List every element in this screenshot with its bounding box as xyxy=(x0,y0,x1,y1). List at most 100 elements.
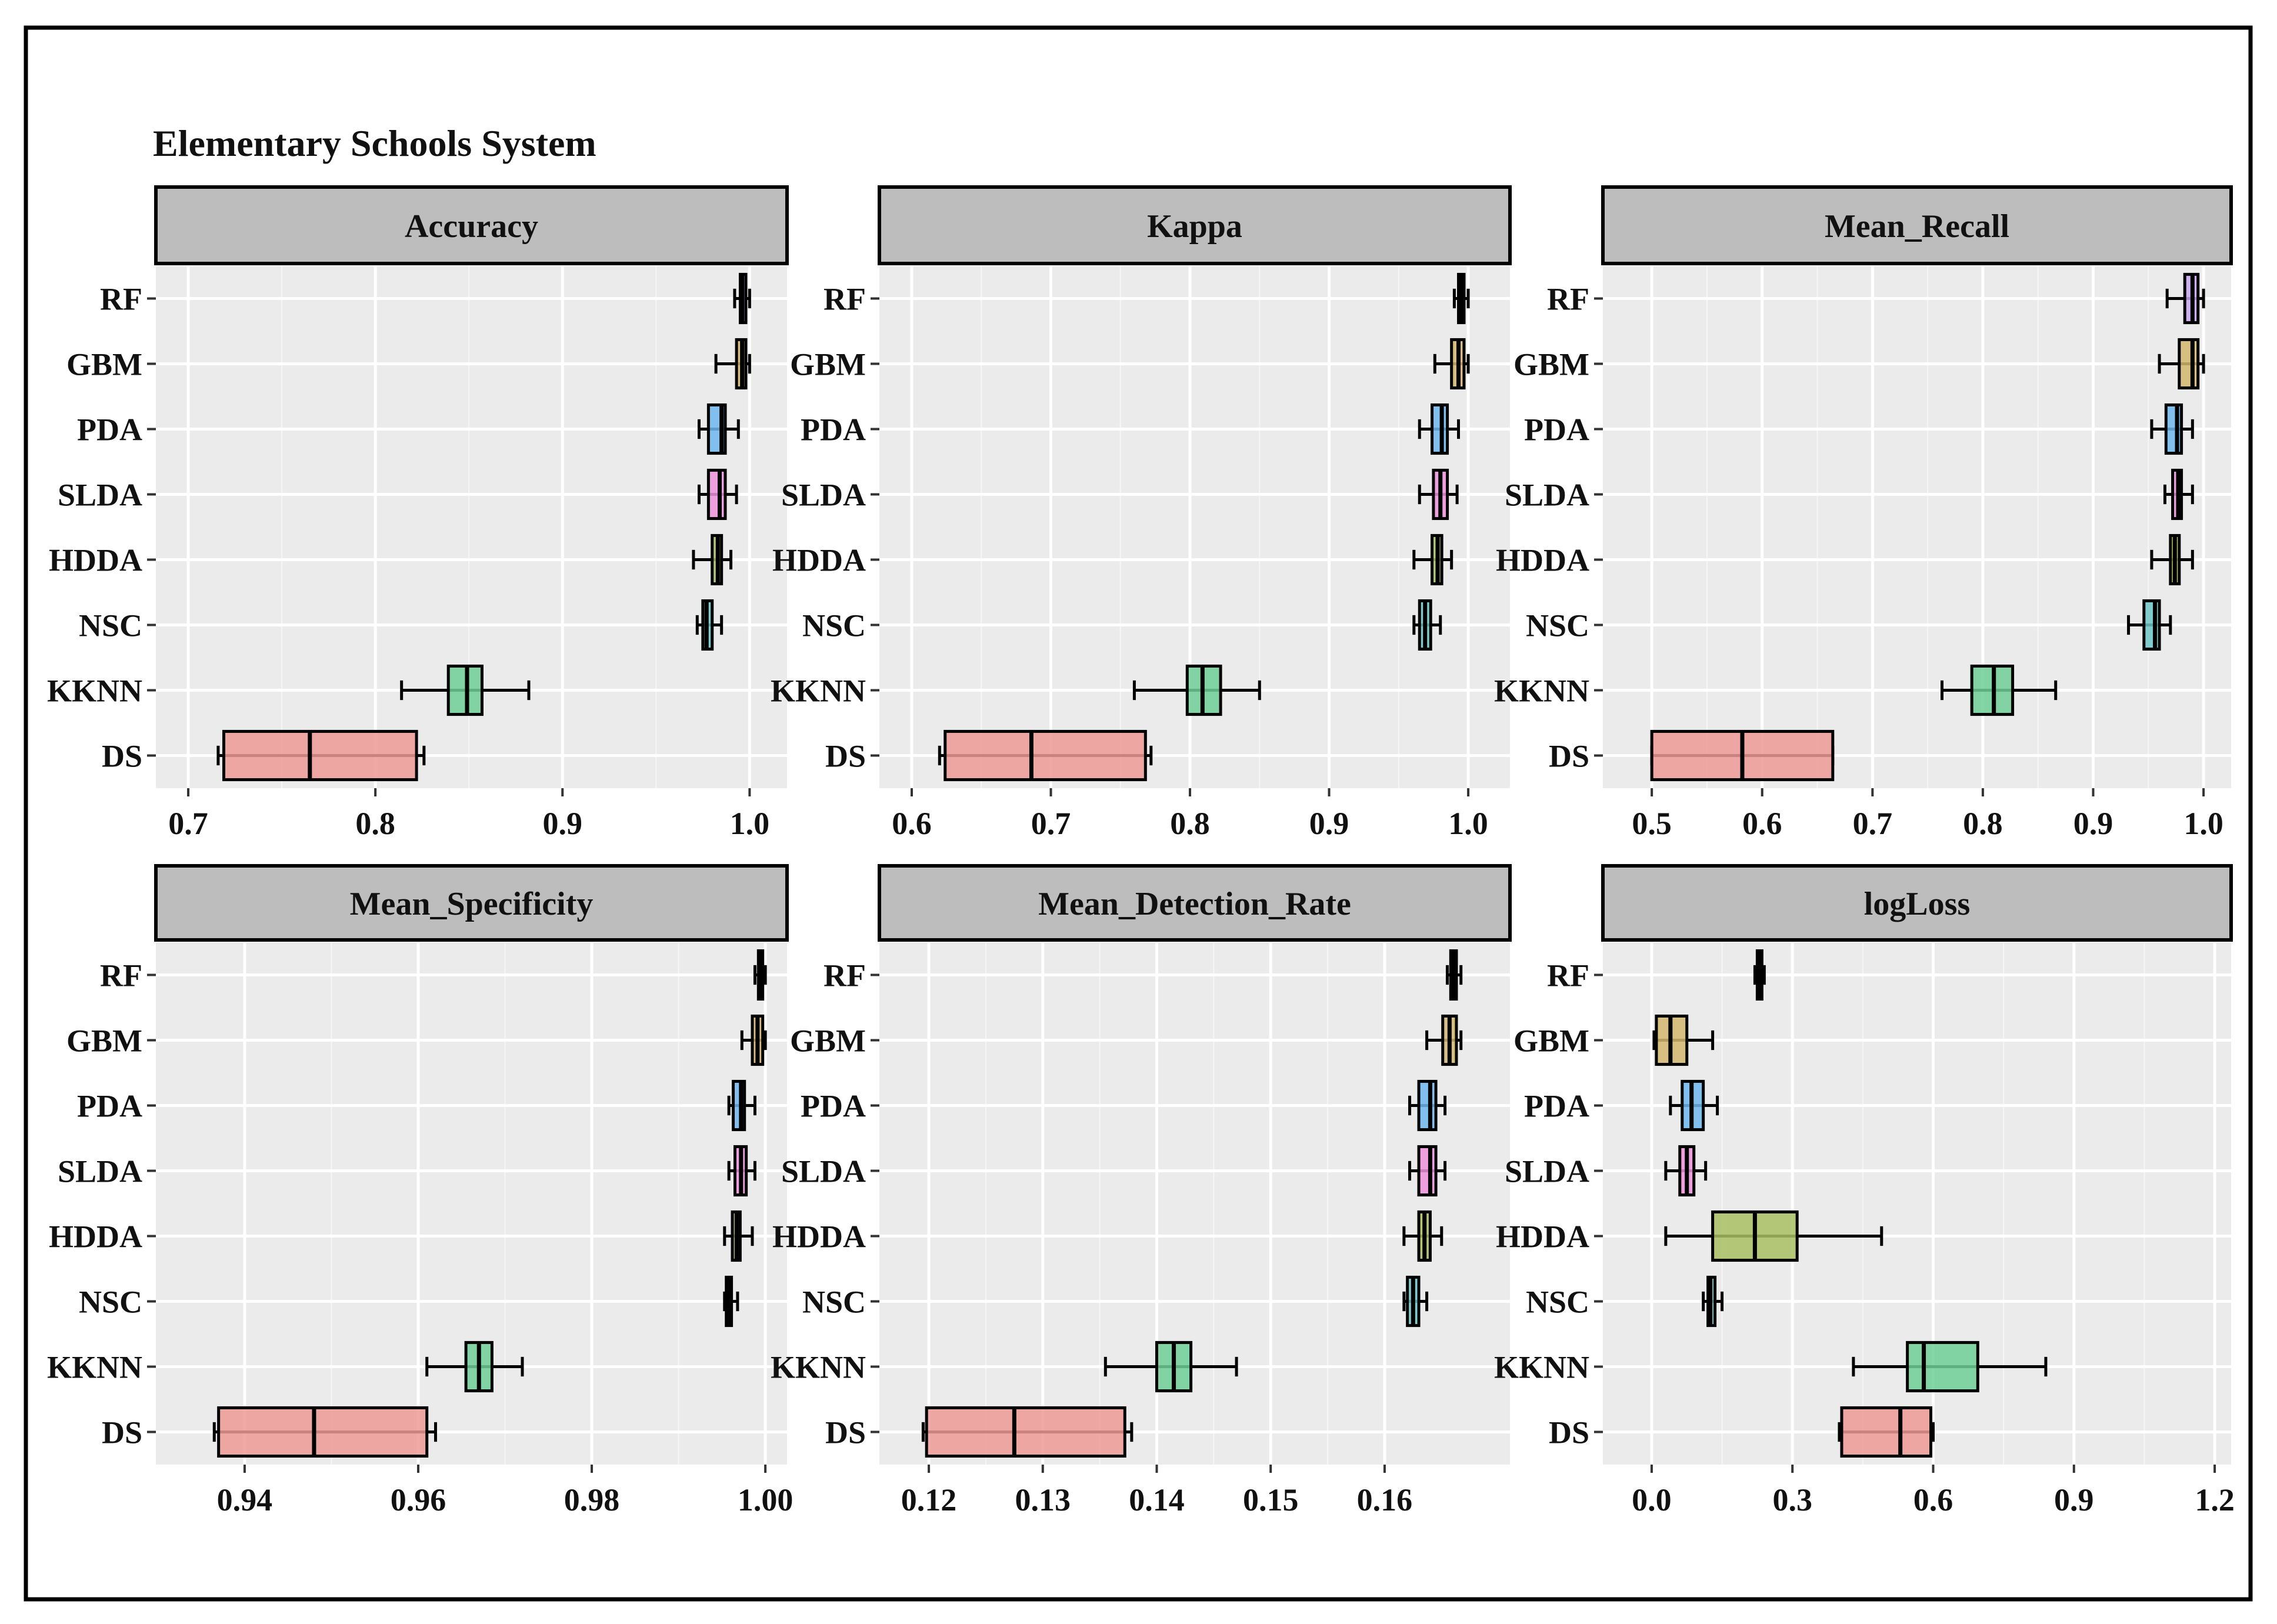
x-tick-label: 0.15 xyxy=(1243,1482,1299,1518)
panel-mean-specificity: Mean_Specificity 0.94 0.96 0.98 1.00 RF GBM PDA… xyxy=(47,864,794,1518)
boxplot-kknn xyxy=(400,664,531,716)
boxplot-slda xyxy=(697,468,738,521)
boxplot-rf xyxy=(1452,272,1470,325)
x-tick-label: 0.13 xyxy=(1015,1482,1071,1518)
x-tick-label: 1.00 xyxy=(738,1482,794,1518)
y-tick-label: HDDA xyxy=(772,1219,866,1255)
box xyxy=(1840,1406,1933,1458)
boxplot-ds xyxy=(1838,1406,1935,1458)
strip-title-mean-specificity: Mean_Specificity xyxy=(350,886,594,922)
figure-title: Elementary Schools System xyxy=(153,122,596,164)
y-tick-label: SLDA xyxy=(781,1154,866,1189)
strip-title-mean-recall: Mean_Recall xyxy=(1825,208,2009,245)
y-tick-label: PDA xyxy=(801,1089,866,1124)
plot-area-mean-recall xyxy=(1603,266,2231,788)
x-tick-label: 1.0 xyxy=(2183,806,2223,841)
boxplot-ds xyxy=(1650,729,1835,782)
x-tick-label: 0.0 xyxy=(1632,1482,1672,1518)
boxplot-pda xyxy=(2150,403,2194,455)
boxplot-rf xyxy=(733,272,751,325)
boxplot-pda xyxy=(1408,1079,1447,1132)
boxplot-rf xyxy=(1753,949,1766,1001)
x-tick-label: 0.8 xyxy=(1170,806,1210,841)
y-tick-label: PDA xyxy=(1524,1089,1589,1124)
boxplot-pda xyxy=(727,1079,756,1132)
y-tick-label: KKNN xyxy=(1494,673,1589,709)
y-tick-label: SLDA xyxy=(58,478,142,513)
strip-title-accuracy: Accuracy xyxy=(405,208,538,245)
boxplot-ds xyxy=(921,1406,1134,1458)
box xyxy=(925,1406,1126,1458)
y-tick-label: DS xyxy=(102,739,142,774)
x-tick-label: 0.94 xyxy=(217,1482,273,1518)
boxplot-rf xyxy=(753,949,767,1001)
boxplot-nsc xyxy=(2127,599,2172,651)
strip-title-kappa: Kappa xyxy=(1147,208,1242,245)
y-tick-label: PDA xyxy=(77,1089,142,1124)
x-tick-label: 0.8 xyxy=(355,806,395,841)
box xyxy=(222,729,418,782)
strip-mean-detection-rate xyxy=(878,864,1512,942)
boxplot-slda xyxy=(2163,468,2194,521)
x-tick-label: 0.98 xyxy=(564,1482,620,1518)
y-tick-label: NSC xyxy=(79,608,142,643)
y-tick-label: KKNN xyxy=(1494,1350,1589,1385)
y-tick-label: SLDA xyxy=(1505,1154,1589,1189)
boxplot-kknn xyxy=(1852,1340,2048,1393)
y-tick-label: SLDA xyxy=(781,478,866,513)
x-tick-label: 0.3 xyxy=(1772,1482,1812,1518)
strip-mean-specificity xyxy=(154,864,789,942)
y-tick-label: NSC xyxy=(79,1285,142,1320)
x-tick-label: 0.9 xyxy=(2073,806,2113,841)
y-tick-label: NSC xyxy=(1526,608,1589,643)
boxplot-pda xyxy=(1418,403,1460,455)
x-tick-label: 0.12 xyxy=(901,1482,957,1518)
y-tick-label: DS xyxy=(1549,739,1589,774)
facet-panels: Accuracy 0.7 0.8 0.9 1.0 RF GBM PDA SLDA HDDA NSC K… xyxy=(47,185,2235,1518)
box xyxy=(706,468,727,521)
y-tick-label: NSC xyxy=(802,1285,866,1320)
box xyxy=(1906,1340,1979,1393)
boxplot-slda xyxy=(727,1145,756,1197)
boxplot-pda xyxy=(1669,1079,1719,1132)
strip-title-mean-detection-rate: Mean_Detection_Rate xyxy=(1038,886,1351,922)
y-tick-label: GBM xyxy=(790,1023,866,1059)
strip-title-logloss: logLoss xyxy=(1864,886,1971,922)
x-tick-label: 0.7 xyxy=(1031,806,1071,841)
boxplot-nsc xyxy=(723,1275,739,1328)
boxplot-kknn xyxy=(425,1340,524,1393)
x-tick-label: 1.2 xyxy=(2195,1482,2235,1518)
y-tick-label: KKNN xyxy=(771,673,866,709)
x-tick-label: 0.7 xyxy=(1853,806,1893,841)
y-tick-label: PDA xyxy=(1524,412,1589,448)
panel-mean-detection-rate: Mean_Detection_Rate 0.12 0.13 0.14 0.15 0.16 R… xyxy=(771,864,1512,1518)
boxplot-gbm xyxy=(1652,1014,1715,1066)
y-tick-label: GBM xyxy=(1513,347,1589,382)
x-tick-label: 0.5 xyxy=(1632,806,1672,841)
y-tick-label: SLDA xyxy=(1505,478,1589,513)
strip-logloss xyxy=(1601,864,2233,942)
boxplot-hdda xyxy=(723,1210,754,1262)
boxplot-hdda xyxy=(1664,1210,1883,1262)
boxplot-nsc xyxy=(695,599,724,651)
strip-kappa xyxy=(878,185,1512,265)
y-tick-label: HDDA xyxy=(49,543,142,578)
y-tick-label: RF xyxy=(824,282,866,317)
boxplot-ds xyxy=(938,729,1153,782)
y-tick-label: DS xyxy=(102,1415,142,1450)
box xyxy=(1431,403,1449,455)
x-tick-label: 0.96 xyxy=(391,1482,446,1518)
plot-area-mean-detection-rate xyxy=(879,942,1510,1465)
boxplot-hdda xyxy=(1402,1210,1443,1262)
boxplot-hdda xyxy=(692,533,733,586)
box xyxy=(1417,1145,1438,1197)
y-tick-label: NSC xyxy=(802,608,866,643)
panel-kappa: Kappa 0.6 0.7 0.8 0.9 1.0 RF GBM PDA SLDA HDDA NSC K… xyxy=(771,185,1512,841)
x-tick-label: 0.9 xyxy=(543,806,583,841)
x-tick-label: 0.6 xyxy=(1742,806,1782,841)
boxplot-hdda xyxy=(2150,533,2194,586)
y-tick-label: SLDA xyxy=(58,1154,142,1189)
boxplot-nsc xyxy=(1702,1275,1724,1328)
boxplot-ds xyxy=(212,1406,437,1458)
boxplot-slda xyxy=(1664,1145,1708,1197)
